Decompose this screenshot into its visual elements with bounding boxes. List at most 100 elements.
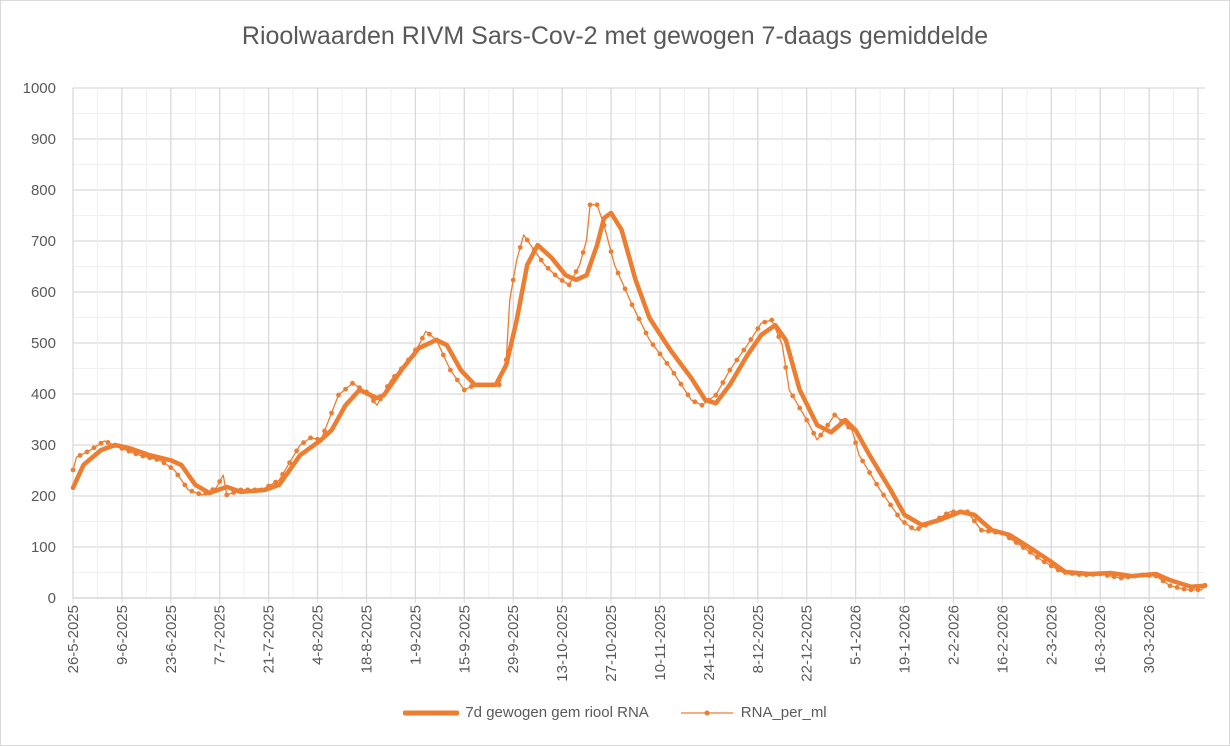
data-point-rna-per-ml bbox=[678, 381, 684, 387]
data-point-rna-per-ml bbox=[343, 386, 348, 392]
x-tick-label: 29-9-2025 bbox=[505, 605, 522, 673]
data-point-rna-per-ml bbox=[287, 460, 293, 465]
data-point-rna-per-ml bbox=[419, 335, 425, 341]
data-point-rna-per-ml bbox=[671, 370, 677, 376]
data-point-rna-per-ml bbox=[224, 492, 230, 498]
data-point-rna-per-ml bbox=[699, 402, 705, 408]
data-point-rna-per-ml bbox=[629, 302, 635, 308]
data-point-rna-per-ml bbox=[685, 392, 691, 398]
data-point-rna-per-ml bbox=[902, 520, 907, 525]
data-point-rna-per-ml bbox=[622, 286, 628, 292]
y-tick-label: 400 bbox=[31, 386, 56, 403]
data-point-rna-per-ml bbox=[336, 392, 341, 398]
data-point-rna-per-ml bbox=[636, 316, 642, 322]
x-tick-label: 24-11-2025 bbox=[701, 605, 718, 681]
x-tick-label: 16-2-2026 bbox=[994, 605, 1011, 673]
x-tick-label: 8-12-2025 bbox=[750, 605, 767, 673]
y-tick-label: 0 bbox=[48, 590, 56, 607]
data-point-rna-per-ml bbox=[566, 282, 572, 288]
x-tick-label: 22-12-2025 bbox=[799, 605, 816, 682]
data-point-rna-per-ml bbox=[580, 250, 586, 255]
data-point-rna-per-ml bbox=[308, 435, 313, 441]
data-point-rna-per-ml bbox=[804, 417, 810, 423]
x-tick-label: 13-10-2025 bbox=[554, 605, 571, 682]
legend-thick-line-icon bbox=[403, 710, 460, 715]
data-point-rna-per-ml bbox=[454, 377, 460, 383]
data-point-rna-per-ml bbox=[895, 512, 900, 518]
data-point-rna-per-ml bbox=[797, 405, 803, 411]
data-point-rna-per-ml bbox=[734, 357, 740, 363]
data-point-rna-per-ml bbox=[762, 319, 768, 325]
data-point-rna-per-ml bbox=[650, 342, 656, 348]
data-point-rna-per-ml bbox=[713, 392, 719, 398]
x-tick-label: 10-11-2025 bbox=[652, 605, 669, 681]
legend-marker-line-icon bbox=[680, 710, 733, 715]
data-point-rna-per-ml bbox=[559, 278, 565, 283]
data-point-rna-per-ml bbox=[727, 367, 733, 373]
data-point-rna-per-ml bbox=[783, 365, 789, 370]
data-point-rna-per-ml bbox=[594, 202, 600, 208]
data-point-rna-per-ml bbox=[741, 347, 747, 353]
data-point-rna-per-ml bbox=[98, 440, 104, 446]
data-point-rna-per-ml bbox=[720, 380, 726, 385]
x-tick-label: 5-1-2026 bbox=[848, 605, 865, 665]
data-point-rna-per-ml bbox=[811, 430, 817, 436]
x-tick-label: 19-1-2026 bbox=[897, 605, 914, 673]
data-point-rna-per-ml bbox=[329, 410, 334, 416]
x-tick-label: 30-3-2026 bbox=[1141, 605, 1158, 673]
data-point-rna-per-ml bbox=[1195, 587, 1201, 593]
y-tick-label: 500 bbox=[31, 335, 56, 352]
data-point-rna-per-ml bbox=[105, 440, 111, 445]
data-point-rna-per-ml bbox=[545, 265, 551, 271]
legend-label: RNA_per_ml bbox=[740, 704, 827, 721]
y-tick-label: 900 bbox=[31, 131, 56, 148]
data-point-rna-per-ml bbox=[77, 453, 83, 458]
data-point-rna-per-ml bbox=[573, 269, 579, 274]
data-point-rna-per-ml bbox=[881, 492, 886, 498]
data-point-rna-per-ml bbox=[657, 351, 663, 357]
data-point-rna-per-ml bbox=[818, 432, 824, 438]
x-tick-label: 2-3-2026 bbox=[1043, 605, 1060, 665]
y-tick-label: 200 bbox=[31, 488, 56, 505]
data-point-rna-per-ml bbox=[461, 387, 467, 393]
data-point-rna-per-ml bbox=[350, 380, 355, 386]
y-tick-label: 600 bbox=[31, 284, 56, 301]
data-point-rna-per-ml bbox=[888, 502, 893, 508]
data-point-rna-per-ml bbox=[769, 317, 775, 323]
data-point-rna-per-ml bbox=[161, 460, 167, 466]
data-point-rna-per-ml bbox=[615, 270, 621, 276]
data-point-rna-per-ml bbox=[189, 488, 195, 494]
data-point-rna-per-ml bbox=[755, 326, 761, 331]
x-tick-label: 4-8-2025 bbox=[310, 605, 327, 665]
data-point-rna-per-ml bbox=[1167, 583, 1173, 589]
data-point-rna-per-ml bbox=[1174, 584, 1180, 590]
x-tick-label: 21-7-2025 bbox=[261, 605, 278, 673]
data-point-rna-per-ml bbox=[524, 237, 530, 243]
y-tick-label: 300 bbox=[31, 437, 56, 454]
data-point-rna-per-ml bbox=[552, 272, 558, 278]
chart-title: Rioolwaarden RIVM Sars-Cov-2 met gewogen… bbox=[241, 22, 989, 50]
x-tick-label: 15-9-2025 bbox=[456, 605, 473, 673]
data-point-rna-per-ml bbox=[825, 422, 831, 428]
data-point-rna-per-ml bbox=[874, 481, 879, 487]
data-point-rna-per-ml bbox=[853, 440, 859, 446]
data-point-rna-per-ml bbox=[196, 491, 202, 497]
data-point-rna-per-ml bbox=[91, 445, 97, 451]
data-point-rna-per-ml bbox=[84, 449, 90, 455]
data-point-rna-per-ml bbox=[168, 465, 174, 470]
legend-item-raw: RNA_per_ml bbox=[679, 704, 827, 721]
data-point-rna-per-ml bbox=[748, 337, 754, 342]
data-point-rna-per-ml bbox=[440, 352, 446, 358]
data-point-rna-per-ml bbox=[972, 518, 977, 524]
x-tick-label: 1-9-2025 bbox=[407, 605, 424, 665]
legend-item-smoothed: 7d gewogen gem riool RNA bbox=[403, 704, 649, 721]
data-point-rna-per-ml bbox=[371, 398, 376, 404]
data-point-rna-per-ml bbox=[175, 472, 181, 478]
data-point-rna-per-ml bbox=[538, 257, 544, 263]
data-point-rna-per-ml bbox=[909, 525, 914, 531]
data-point-rna-per-ml bbox=[978, 527, 984, 533]
x-tick-label: 16-3-2026 bbox=[1092, 605, 1109, 673]
data-point-rna-per-ml bbox=[860, 458, 866, 464]
